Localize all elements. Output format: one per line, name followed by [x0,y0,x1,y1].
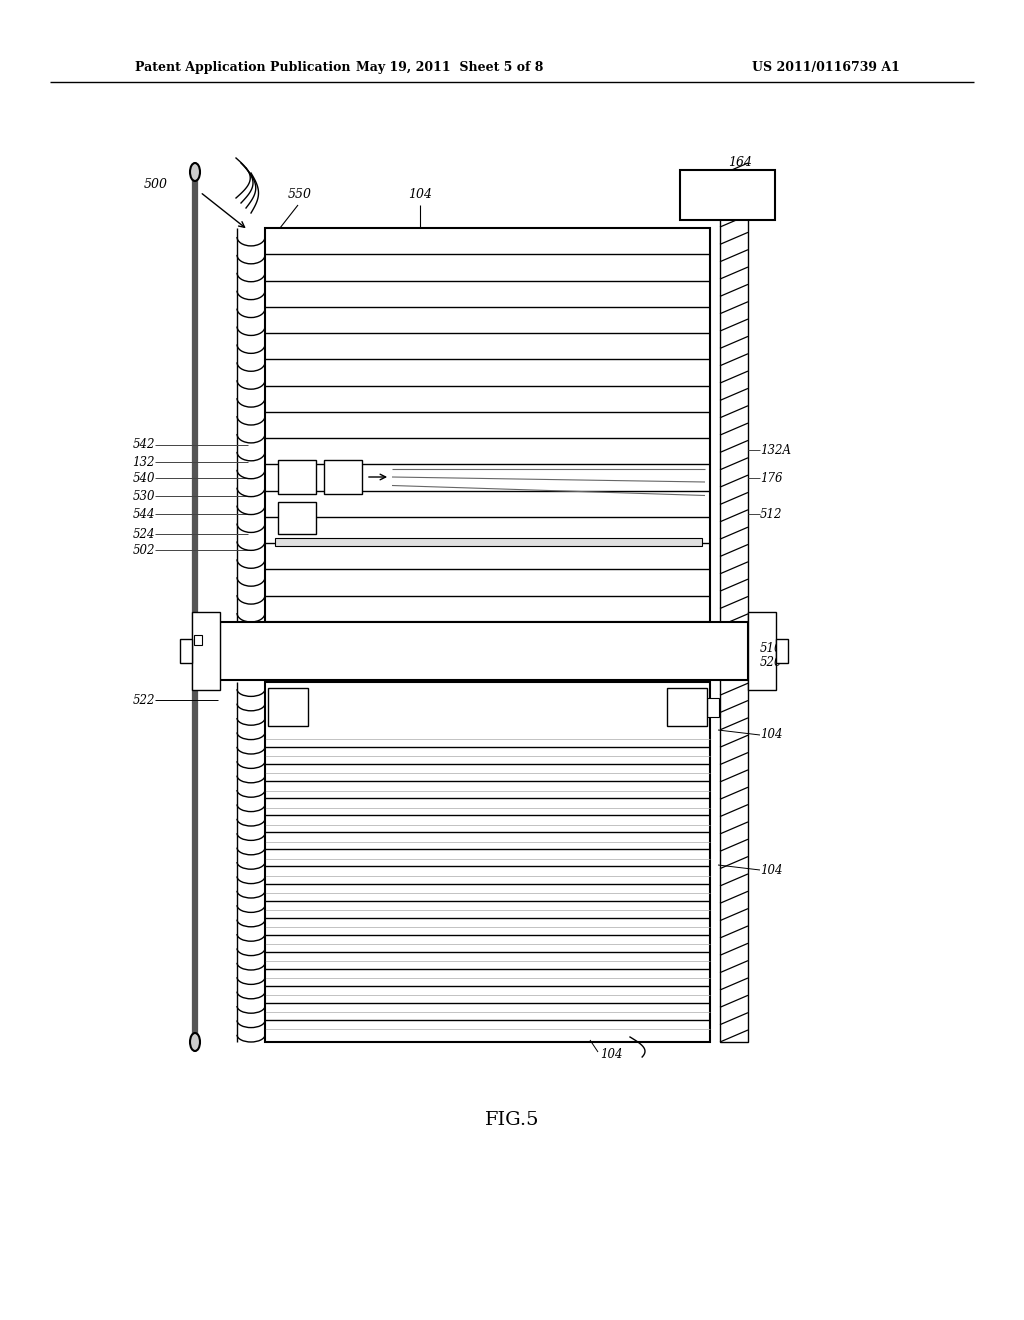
Text: 500: 500 [144,178,168,191]
Text: M: M [681,702,692,711]
Bar [720,176,748,1041]
Bar [275,539,702,546]
Text: 520: 520 [760,656,782,669]
Text: 530: 530 [132,490,155,503]
Bar [667,688,707,726]
Text: M: M [291,473,303,482]
Text: 164: 164 [728,156,752,169]
Bar [194,635,202,645]
Bar [275,680,285,682]
Text: M: M [291,513,303,523]
Text: M: M [337,473,349,482]
Text: 522: 522 [132,693,155,706]
Text: 104: 104 [760,729,782,742]
Text: 524: 524 [132,528,155,540]
Ellipse shape [190,162,200,181]
Text: 510: 510 [760,642,782,655]
Text: 132: 132 [132,455,155,469]
Text: 502: 502 [132,544,155,557]
Text: M: M [283,702,294,711]
Text: 544: 544 [132,507,155,520]
Bar [268,688,308,726]
Text: US 2011/0116739 A1: US 2011/0116739 A1 [752,62,900,74]
Text: 542: 542 [132,438,155,451]
Text: MOTOR: MOTOR [698,187,757,202]
Bar [776,639,788,663]
Text: 104: 104 [408,189,432,202]
Text: 104: 104 [600,1048,623,1061]
Text: May 19, 2011  Sheet 5 of 8: May 19, 2011 Sheet 5 of 8 [356,62,544,74]
Bar [278,502,316,535]
Bar [680,170,775,220]
Text: Patent Application Publication: Patent Application Publication [135,62,350,74]
Text: FIG.5: FIG.5 [484,1111,540,1129]
Ellipse shape [190,1034,200,1051]
Text: 132A: 132A [760,444,791,457]
Text: 104: 104 [760,863,782,876]
Text: 512: 512 [760,507,782,520]
Bar [193,612,220,690]
Bar [220,622,748,680]
Text: 540: 540 [132,471,155,484]
Bar [707,697,719,717]
Bar [688,680,698,682]
Bar [748,612,776,690]
Text: 176: 176 [760,471,782,484]
Text: 550: 550 [288,189,312,202]
Bar [324,459,362,494]
Bar [265,228,710,622]
Bar [278,459,316,494]
Bar [265,682,710,1041]
Bar [180,639,193,663]
